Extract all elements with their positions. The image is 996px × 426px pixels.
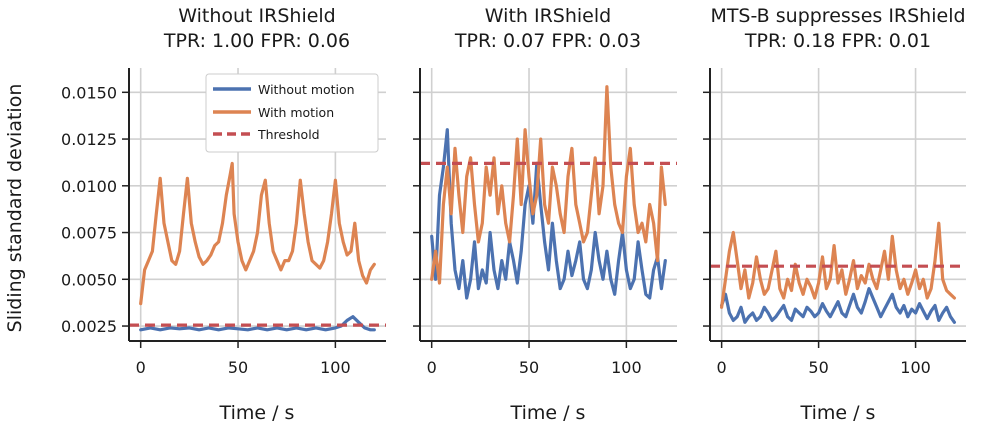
panel-title-line2: TPR: 0.18 FPR: 0.01 — [744, 30, 931, 52]
x-tick-label: 50 — [519, 358, 539, 377]
x-axis-label: Time / s — [219, 402, 295, 424]
x-tick-label: 50 — [808, 358, 828, 377]
x-tick-label: 0 — [136, 358, 146, 377]
panel-title-line1: With IRShield — [485, 5, 611, 27]
y-axis-label: Sliding standard deviation — [4, 84, 26, 333]
x-tick-label: 50 — [228, 358, 248, 377]
y-tick-label: 0.0025 — [61, 317, 117, 336]
x-tick-label: 0 — [427, 358, 437, 377]
x-tick-label: 100 — [320, 358, 351, 377]
legend-label-without-motion: Without motion — [258, 82, 355, 97]
x-tick-label: 100 — [900, 358, 931, 377]
series-line-without-motion — [430, 128, 667, 300]
panel-title-line2: TPR: 1.00 FPR: 0.06 — [163, 30, 350, 52]
y-tick-label: 0.0150 — [61, 83, 117, 102]
y-tick-label: 0.0050 — [61, 270, 117, 289]
panel-title-line1: Without IRShield — [178, 5, 336, 27]
panel-title-line1: MTS-B suppresses IRShield — [710, 5, 965, 27]
legend-label-with-motion: With motion — [258, 105, 334, 120]
series-line-without-motion — [139, 315, 376, 332]
y-tick-label: 0.0075 — [61, 224, 117, 243]
x-tick-label: 0 — [717, 358, 727, 377]
panel-without-irshield: Without IRShield TPR: 1.00 FPR: 0.06 Tim… — [61, 5, 386, 424]
panel-with-irshield: With IRShield TPR: 0.07 FPR: 0.03 Time /… — [413, 5, 677, 424]
legend: Without motion With motion Threshold — [205, 73, 379, 153]
legend-label-threshold: Threshold — [257, 127, 320, 142]
y-tick-label: 0.0125 — [61, 130, 117, 149]
series-line-with-motion — [720, 221, 956, 309]
x-axis-label: Time / s — [510, 402, 586, 424]
x-tick-label: 100 — [611, 358, 642, 377]
y-tick-label: 0.0100 — [61, 177, 117, 196]
series-line-with-motion — [430, 85, 667, 285]
series-line-without-motion — [720, 287, 956, 324]
panel-title-line2: TPR: 0.07 FPR: 0.03 — [454, 30, 641, 52]
series-line-with-motion — [139, 161, 376, 306]
x-axis-label: Time / s — [800, 402, 876, 424]
panel-mts-b-suppresses-irshield: MTS-B suppresses IRShield TPR: 0.18 FPR:… — [703, 5, 966, 424]
